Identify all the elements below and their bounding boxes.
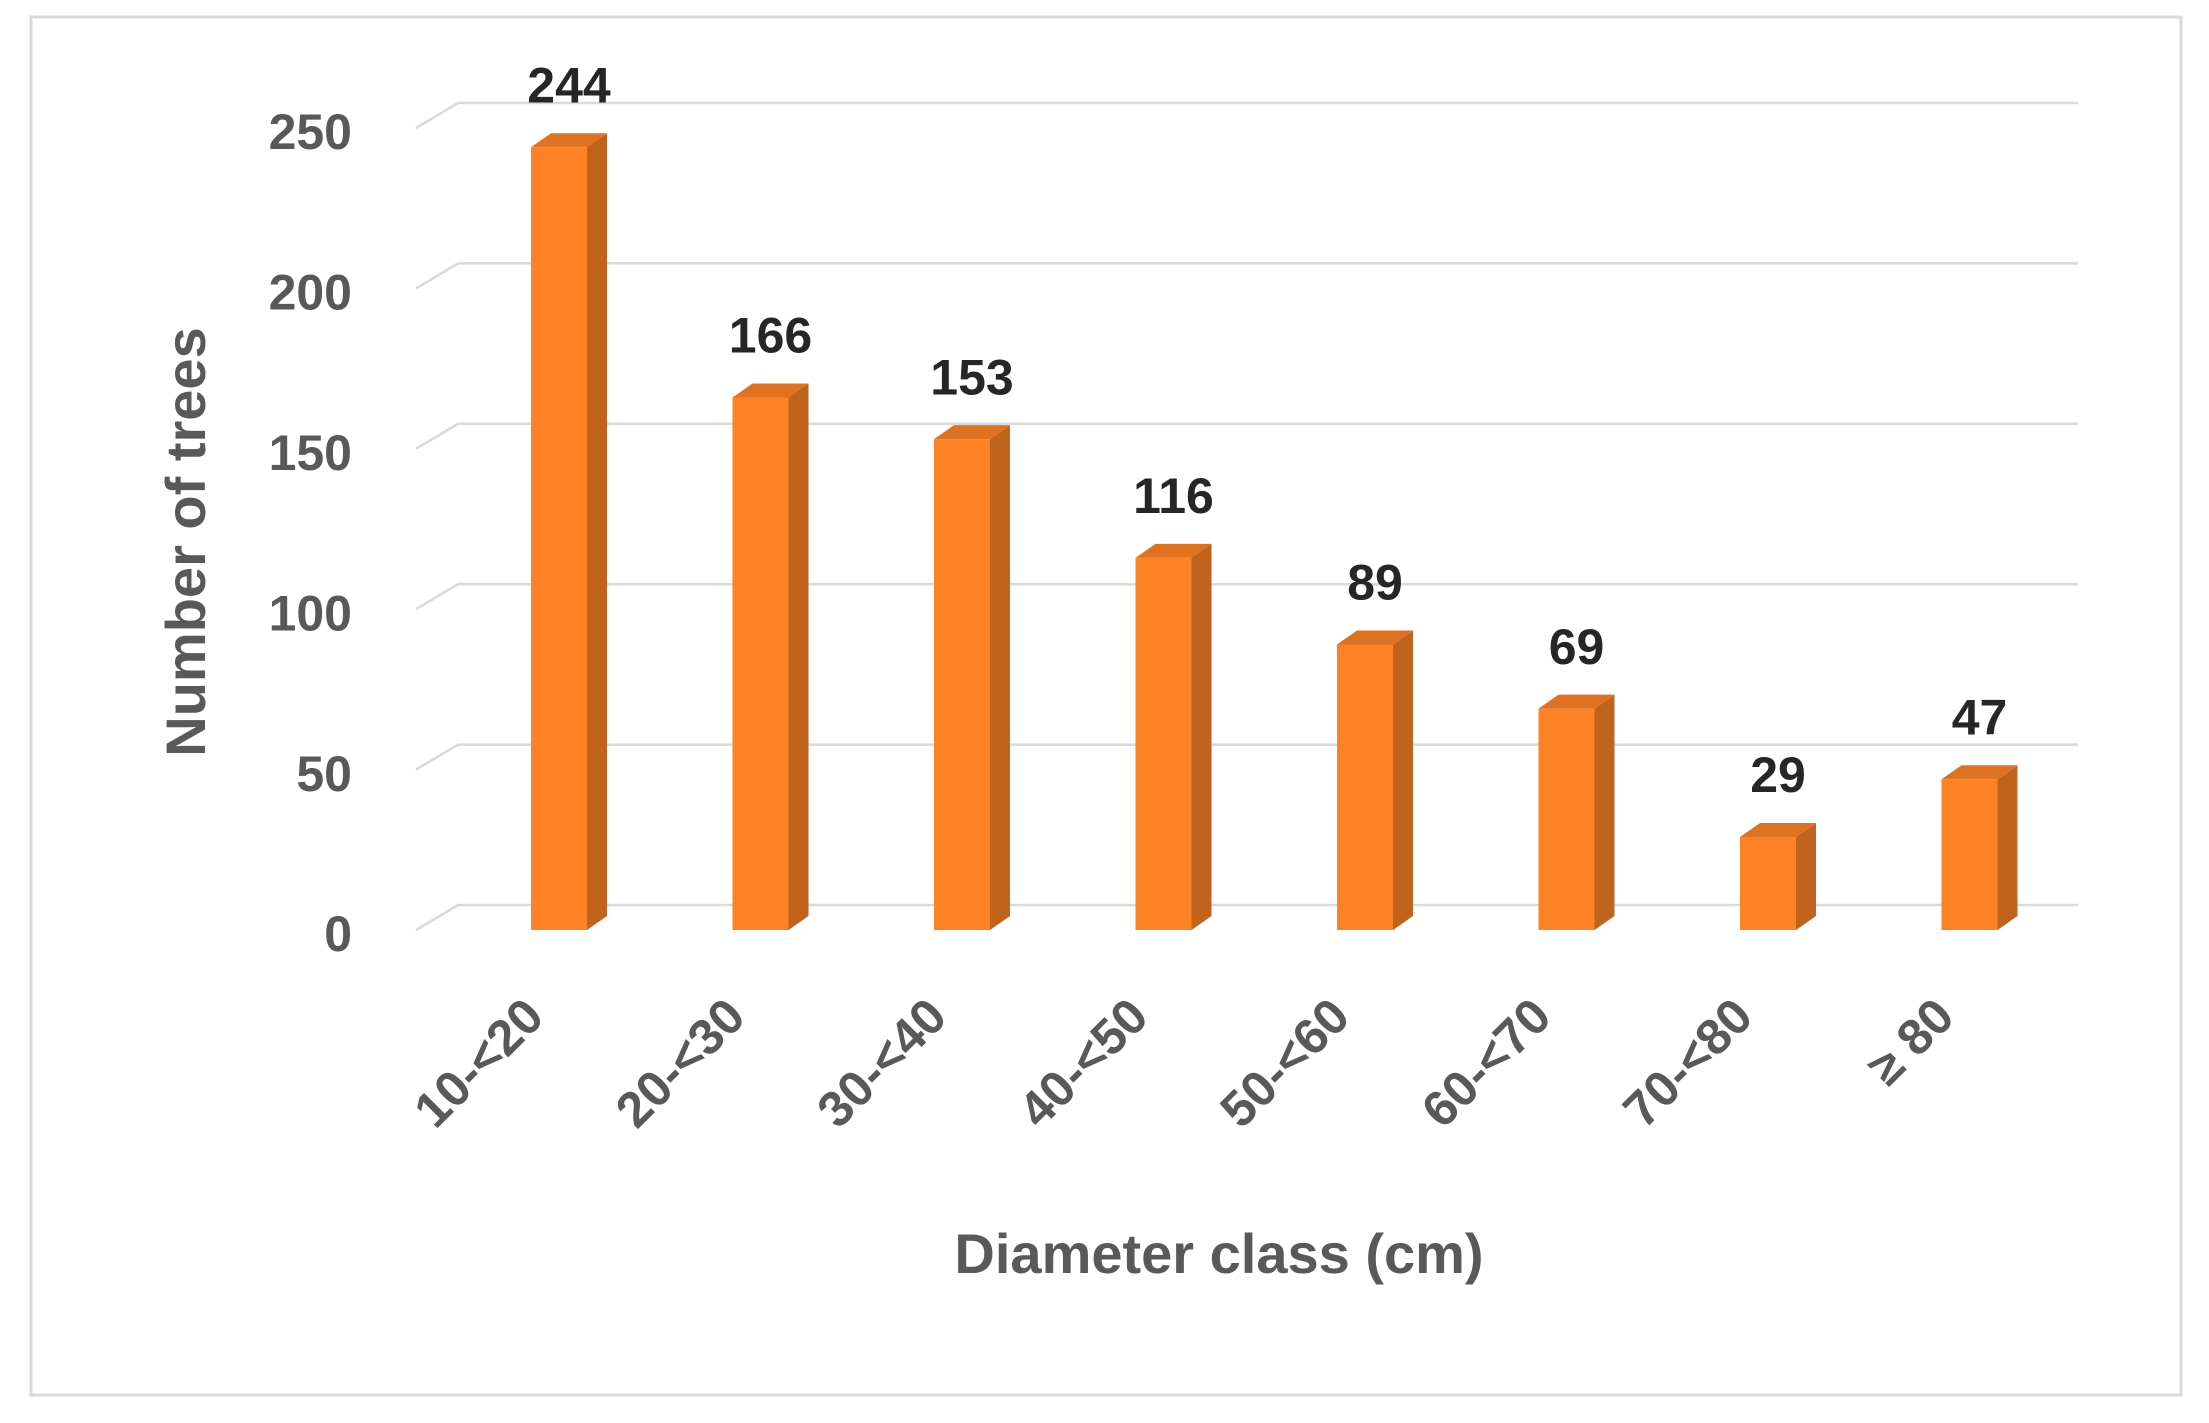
bar-top xyxy=(531,133,607,148)
bar-side xyxy=(1393,630,1413,930)
data-label: 69 xyxy=(1549,619,1605,675)
bar-side xyxy=(1594,694,1615,930)
y-tick-label: 50 xyxy=(296,746,352,802)
grid-line xyxy=(415,582,2078,611)
bar xyxy=(732,397,789,930)
bar xyxy=(934,439,990,930)
bar xyxy=(531,147,587,931)
data-label: 89 xyxy=(1347,555,1403,611)
bar xyxy=(1135,557,1192,930)
data-label: 116 xyxy=(1133,468,1214,524)
data-label: 47 xyxy=(1952,689,2008,745)
bar xyxy=(1538,708,1595,930)
y-tick-label: 200 xyxy=(269,265,352,321)
grid-line xyxy=(415,903,2078,932)
data-label: 244 xyxy=(527,57,611,113)
grid-line xyxy=(415,101,2078,130)
bar-side xyxy=(1191,543,1212,930)
bar-top xyxy=(934,425,1010,440)
grid-line xyxy=(415,743,2078,771)
grid-line xyxy=(415,262,2078,290)
bar-top xyxy=(1135,543,1212,558)
bar xyxy=(1740,836,1796,930)
y-tick-label: 100 xyxy=(269,585,352,641)
y-tick-label: 150 xyxy=(269,425,352,481)
bar-side xyxy=(990,425,1010,930)
y-tick-label: 250 xyxy=(269,104,352,160)
bar-side xyxy=(788,383,809,930)
y-axis-title: Number of trees xyxy=(154,327,217,756)
bar xyxy=(1941,779,1998,930)
bar-top xyxy=(1941,765,2018,780)
bar-side xyxy=(1997,765,2018,930)
y-tick-label: 0 xyxy=(324,906,352,962)
x-axis-title: Diameter class (cm) xyxy=(954,1222,1483,1285)
data-label: 29 xyxy=(1750,747,1806,803)
bar-top xyxy=(1337,630,1413,645)
grid-line xyxy=(415,422,2078,450)
chart-border xyxy=(29,15,2183,1397)
data-label: 153 xyxy=(930,349,1013,405)
bar-side xyxy=(1796,822,1816,930)
bar-top xyxy=(1740,822,1816,837)
bar-top xyxy=(1538,694,1615,709)
data-label: 166 xyxy=(729,308,812,364)
bar-top xyxy=(732,383,809,398)
bar xyxy=(1337,644,1393,930)
bar-side xyxy=(587,133,607,931)
